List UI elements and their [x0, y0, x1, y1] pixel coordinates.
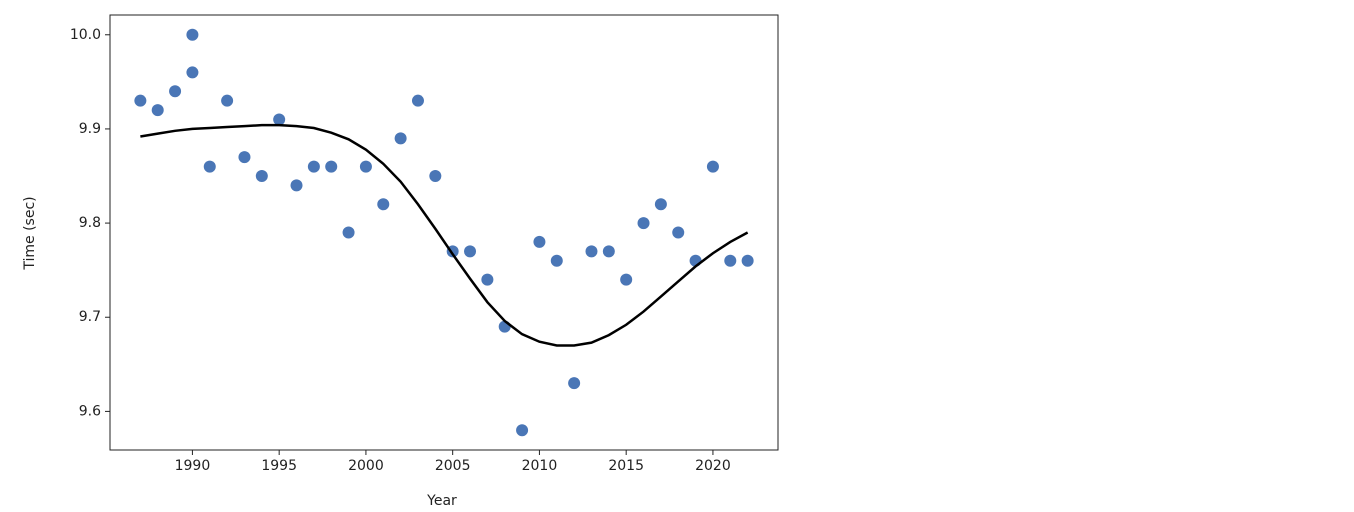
scatter-point: [307, 160, 320, 173]
scatter-point: [585, 245, 598, 258]
scatter-point: [394, 132, 407, 145]
scatter-point: [724, 254, 737, 267]
scatter-point: [186, 66, 199, 79]
trend-line: [140, 123, 749, 347]
scatter-point: [255, 170, 268, 183]
x-tick-label: 1990: [175, 458, 211, 474]
x-tick-label: 2015: [608, 458, 644, 474]
scatter-point: [151, 104, 164, 117]
scatter-point: [672, 226, 685, 239]
scatter-point: [325, 160, 338, 173]
scatter-point: [377, 198, 390, 211]
y-tick-label: 10.0: [70, 27, 101, 43]
x-tick-label: 2020: [695, 458, 731, 474]
scatter-point: [359, 160, 372, 173]
scatter-point: [169, 85, 182, 98]
y-axis-label: Time (sec): [22, 196, 38, 270]
scatter-point: [429, 170, 442, 183]
scatter-point: [637, 217, 650, 230]
scatter-point: [533, 235, 546, 248]
y-tick-label: 9.6: [79, 403, 101, 419]
scatter-point: [273, 113, 286, 126]
plot-frame: [109, 14, 779, 451]
scatter-point: [203, 160, 216, 173]
x-tick-label: 2000: [348, 458, 384, 474]
scatter-point: [602, 245, 615, 258]
scatter-point: [481, 273, 494, 286]
scatter-point: [221, 94, 234, 107]
scatter-point: [238, 151, 251, 164]
scatter-point: [568, 377, 581, 390]
scatter-point: [706, 160, 719, 173]
scatter-point: [654, 198, 667, 211]
scatter-point: [342, 226, 355, 239]
scatter-point: [516, 424, 529, 437]
x-axis-label: Year: [426, 493, 457, 509]
scatter-point: [411, 94, 424, 107]
x-tick-label: 2010: [522, 458, 558, 474]
x-tick-label: 1995: [261, 458, 297, 474]
x-tick-label: 2005: [435, 458, 471, 474]
y-tick-label: 9.9: [79, 121, 101, 137]
scatter-point: [741, 254, 754, 267]
scatter-point: [290, 179, 303, 192]
y-tick-label: 9.8: [79, 215, 101, 231]
scatter-point: [550, 254, 563, 267]
scatter-point: [464, 245, 477, 258]
y-tick-label: 9.7: [79, 309, 101, 325]
scatter-point: [620, 273, 633, 286]
scatter-point: [134, 94, 147, 107]
scatter-point: [186, 28, 199, 41]
